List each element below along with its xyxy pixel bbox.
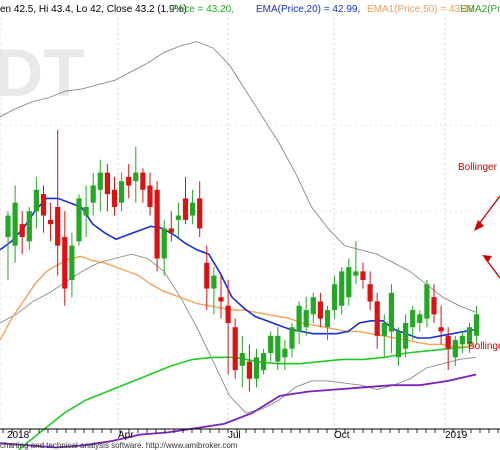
x-label-2019: 2019 [445, 430, 468, 441]
candle-body [438, 327, 444, 332]
candle-body [197, 198, 203, 229]
candle-body [310, 297, 316, 315]
bollinger-lower-line [0, 253, 476, 414]
bollinger-upper-arrowhead [474, 220, 484, 231]
candle-body [119, 181, 125, 203]
candle-body [62, 237, 68, 289]
candle-body [289, 327, 295, 349]
footer-credit: charting and technical analysis software… [0, 441, 238, 450]
candle-body [466, 327, 473, 345]
ticker-watermark: DT [0, 35, 85, 111]
candle-body [133, 172, 139, 182]
candle-body [161, 228, 167, 259]
candle-body [417, 314, 423, 323]
header-ohlc: en 42.5, Hi 43.4, Lo 42, Close 43.2 (1.9… [0, 4, 187, 15]
header-ema200: EMA2(Price,200) = 42. [460, 4, 500, 15]
candle-body [218, 297, 224, 302]
x-label-apr: Apr [118, 430, 134, 441]
candle-body [253, 357, 260, 379]
candle-body [147, 185, 153, 207]
candle-body [296, 305, 302, 332]
candle-body [268, 335, 274, 353]
candle-body [97, 172, 103, 190]
candle-body [324, 310, 331, 328]
candle-body [388, 292, 394, 332]
candle-body [459, 335, 465, 345]
candle-body [211, 275, 217, 289]
candle-body [175, 215, 181, 220]
bollinger-lower-label: Bollinge [468, 341, 500, 352]
candle-body [48, 219, 54, 225]
candle-body [140, 172, 146, 190]
candle-body [303, 310, 309, 328]
candle-body [261, 352, 267, 371]
candle-body [182, 198, 189, 220]
header-price: Price = 43.20, [172, 4, 234, 15]
candle-body [317, 301, 323, 319]
candle-body [33, 189, 39, 212]
candle-body [204, 262, 210, 289]
x-label-2018: 2018 [7, 430, 30, 441]
candle-body [353, 271, 359, 276]
candle-body [232, 327, 238, 371]
candle-body [90, 185, 96, 203]
date-axis-ticks [2, 429, 499, 433]
candle-body [474, 314, 480, 336]
candle-body [367, 284, 373, 302]
candle-body [55, 206, 61, 246]
candle-body [104, 172, 110, 195]
ema-long-line [0, 373, 477, 449]
candle-body [154, 189, 160, 259]
bollinger-upper-label: Bollinger [458, 162, 498, 173]
candle-body [190, 202, 196, 216]
bollinger-lower-arrowhead [482, 255, 492, 262]
header-ema20: EMA(Price,20) = 42.99, [256, 4, 360, 15]
candle-body [374, 301, 380, 336]
candle-body [424, 284, 430, 319]
candle-body [40, 194, 47, 216]
candle-body [339, 271, 345, 306]
x-label-jul: Jul [228, 430, 241, 441]
candle-body [168, 228, 174, 233]
bollinger-bands [0, 41, 476, 414]
candle-body [126, 176, 132, 186]
candle-body [332, 284, 338, 311]
candle-body [83, 206, 89, 216]
candle-body [431, 297, 437, 315]
candlesticks [5, 129, 480, 392]
candle-body [282, 348, 288, 358]
header-ema50: EMA1(Price,50) = 43.48, [367, 4, 477, 15]
candle-body [275, 335, 281, 362]
candle-body [395, 331, 402, 358]
candle-body [76, 198, 82, 242]
candle-body [445, 335, 451, 349]
candle-body [69, 245, 75, 280]
candle-body [5, 215, 11, 238]
candle-body [26, 211, 32, 242]
x-label-oct: Oct [334, 430, 350, 441]
candle-body [12, 202, 18, 246]
candle-body [410, 310, 416, 328]
candle-body [111, 189, 118, 207]
candle-body [246, 361, 252, 379]
candle-body [381, 322, 387, 336]
candle-body [346, 267, 352, 298]
candle-body [403, 322, 409, 349]
bollinger-upper-line [0, 41, 476, 313]
candle-body [225, 305, 231, 323]
candle-body [19, 224, 25, 238]
candle-body [239, 352, 245, 366]
candle-body [452, 340, 458, 358]
candle-body [360, 271, 366, 280]
